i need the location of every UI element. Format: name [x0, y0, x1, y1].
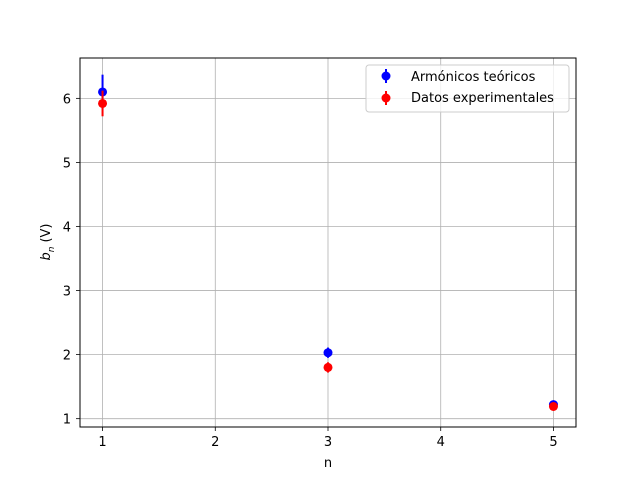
- data-point: [323, 362, 333, 372]
- x-tick-label: 1: [98, 435, 106, 450]
- x-tick-label: 4: [437, 435, 445, 450]
- legend-entry-1: Datos experimentales: [381, 91, 554, 106]
- y-tick-label: 6: [63, 92, 71, 107]
- y-tick-label: 4: [63, 220, 71, 235]
- data-point: [323, 348, 333, 358]
- x-tick-label: 3: [324, 435, 332, 450]
- legend-label-1: Datos experimentales: [411, 91, 554, 106]
- y-tick-label: 1: [63, 413, 71, 428]
- y-tick-label: 5: [63, 156, 71, 171]
- legend-marker-0: [381, 71, 391, 81]
- x-tick-label: 5: [549, 435, 557, 450]
- x-tick-label: 2: [211, 435, 219, 450]
- grid-lines: [80, 58, 576, 427]
- data-point: [98, 98, 108, 108]
- data-marks: [98, 74, 558, 411]
- legend-box: [365, 64, 570, 113]
- y-tick-label: 2: [63, 349, 71, 364]
- legend-entry-0: Armónicos teóricos: [381, 69, 536, 85]
- data-point: [548, 402, 558, 411]
- y-axis-label-subscript: n: [47, 246, 57, 252]
- legend-label-0: Armónicos teóricos: [411, 70, 536, 85]
- y-axis-label-unit: (V): [39, 223, 54, 242]
- y-tick-label: 3: [63, 285, 71, 300]
- legend-marker-1: [381, 93, 391, 103]
- series-1: [98, 90, 558, 411]
- y-axis-label-symbol: b: [39, 252, 54, 260]
- y-axis-label: bn (V): [39, 223, 57, 260]
- y-axis-ticks: 1 2 3 4 5 6: [63, 92, 80, 428]
- legend: Armónicos teóricos Datos experimentales: [365, 64, 570, 113]
- x-axis-label: n: [324, 456, 332, 471]
- x-axis-ticks: 1 2 3 4 5: [98, 427, 558, 450]
